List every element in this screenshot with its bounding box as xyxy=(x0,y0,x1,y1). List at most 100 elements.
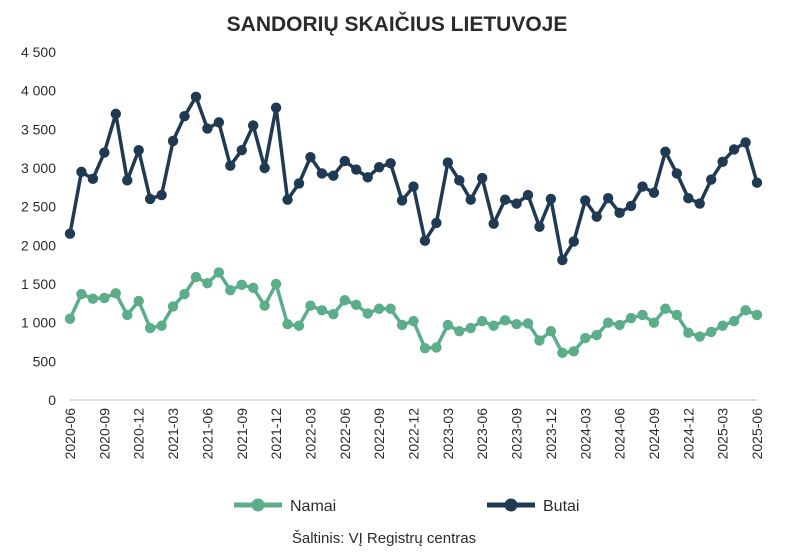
y-tick-label: 4 500 xyxy=(21,44,56,60)
data-point-namai xyxy=(694,331,705,342)
data-point-namai xyxy=(580,332,591,344)
data-point-butai xyxy=(167,135,179,147)
data-point-namai xyxy=(728,315,740,327)
data-point-butai xyxy=(373,162,385,173)
data-point-butai xyxy=(442,157,454,168)
data-point-butai xyxy=(110,108,122,120)
data-point-namai xyxy=(442,319,454,331)
data-point-butai xyxy=(99,147,110,158)
data-point-butai xyxy=(671,168,683,179)
data-point-butai xyxy=(87,173,99,185)
data-point-namai xyxy=(99,292,110,304)
data-point-butai xyxy=(408,181,419,192)
x-tick-label: 2023-03 xyxy=(440,408,456,460)
data-point-namai xyxy=(339,295,350,306)
data-point-namai xyxy=(248,282,259,294)
y-tick-label: 2 000 xyxy=(21,237,56,253)
data-point-butai xyxy=(637,181,648,192)
x-tick-label: 2021-03 xyxy=(165,408,181,460)
data-point-butai xyxy=(465,194,476,205)
legend-item-butai: Butai xyxy=(487,498,579,515)
legend-label-namai: Namai xyxy=(290,498,336,515)
data-point-butai xyxy=(499,194,511,205)
x-tick-label: 2020-06 xyxy=(62,408,78,460)
legend-label-butai: Butai xyxy=(543,498,579,515)
data-point-namai xyxy=(614,319,625,331)
data-point-namai xyxy=(156,320,167,331)
data-point-namai xyxy=(328,308,339,320)
data-point-namai xyxy=(110,288,122,299)
data-point-butai xyxy=(591,211,602,222)
data-point-namai xyxy=(751,309,763,321)
data-point-butai xyxy=(660,146,671,157)
data-point-namai xyxy=(625,312,637,324)
y-tick-label: 3 500 xyxy=(21,121,56,137)
data-point-namai xyxy=(305,300,316,311)
data-point-butai xyxy=(339,155,350,167)
data-point-namai xyxy=(408,315,419,327)
data-point-namai xyxy=(144,322,156,334)
x-tick-label: 2024-06 xyxy=(612,408,628,460)
data-point-butai xyxy=(362,172,373,183)
data-point-namai xyxy=(373,303,385,314)
data-point-butai xyxy=(568,236,579,247)
data-point-butai xyxy=(522,189,534,201)
data-point-butai xyxy=(76,166,87,178)
data-point-namai xyxy=(545,325,557,337)
data-point-namai xyxy=(76,288,87,300)
data-point-namai xyxy=(202,278,213,289)
data-point-butai xyxy=(614,207,625,219)
y-tick-label: 1 000 xyxy=(21,315,56,331)
data-point-butai xyxy=(270,102,282,113)
x-axis: 2020-06 2020-09 2020-12 2021-03 2021-06 2021-… xyxy=(62,408,765,460)
data-point-namai xyxy=(465,322,476,334)
data-point-namai xyxy=(190,271,202,283)
data-point-butai xyxy=(694,198,705,209)
data-point-butai xyxy=(454,175,465,186)
data-point-butai xyxy=(717,156,728,168)
data-point-butai xyxy=(202,123,213,134)
data-point-butai xyxy=(602,192,614,204)
y-tick-label: 500 xyxy=(33,353,57,369)
series-line-namai xyxy=(68,270,759,355)
data-point-namai xyxy=(706,326,717,338)
data-point-namai xyxy=(591,329,602,341)
x-tick-label: 2025-06 xyxy=(749,408,765,460)
data-point-namai xyxy=(431,342,442,353)
data-point-butai xyxy=(740,137,751,148)
data-point-butai xyxy=(728,144,740,155)
y-tick-label: 4 000 xyxy=(21,83,56,99)
data-point-namai xyxy=(488,320,499,331)
data-point-namai xyxy=(385,303,396,314)
data-point-butai xyxy=(385,158,396,169)
data-point-namai xyxy=(316,305,328,316)
data-point-namai xyxy=(602,317,614,328)
data-point-namai xyxy=(499,315,511,326)
data-point-butai xyxy=(213,117,225,128)
data-point-namai xyxy=(87,293,99,304)
x-tick-label: 2024-12 xyxy=(680,408,696,460)
data-point-butai xyxy=(419,235,431,246)
data-point-butai xyxy=(534,221,545,232)
data-point-butai xyxy=(248,120,259,131)
data-point-butai xyxy=(580,195,591,206)
data-point-namai xyxy=(282,319,293,330)
x-tick-label: 2023-06 xyxy=(474,408,490,460)
data-point-namai xyxy=(351,299,362,311)
data-point-namai xyxy=(557,347,568,359)
x-tick-label: 2024-03 xyxy=(577,408,593,460)
x-tick-label: 2022-09 xyxy=(371,408,387,460)
data-point-namai xyxy=(213,267,225,278)
x-tick-label: 2023-09 xyxy=(509,408,525,460)
legend-marker-namai xyxy=(251,498,265,512)
data-point-namai xyxy=(179,288,190,300)
data-point-namai xyxy=(648,317,660,328)
data-point-butai xyxy=(683,192,694,204)
data-point-namai xyxy=(671,309,683,321)
data-point-butai xyxy=(236,145,247,156)
data-point-namai xyxy=(637,309,648,321)
legend: Namai Butai xyxy=(234,498,579,515)
source-note: Šaltinis: VĮ Registrų centras xyxy=(292,530,476,547)
data-point-namai xyxy=(660,303,671,314)
